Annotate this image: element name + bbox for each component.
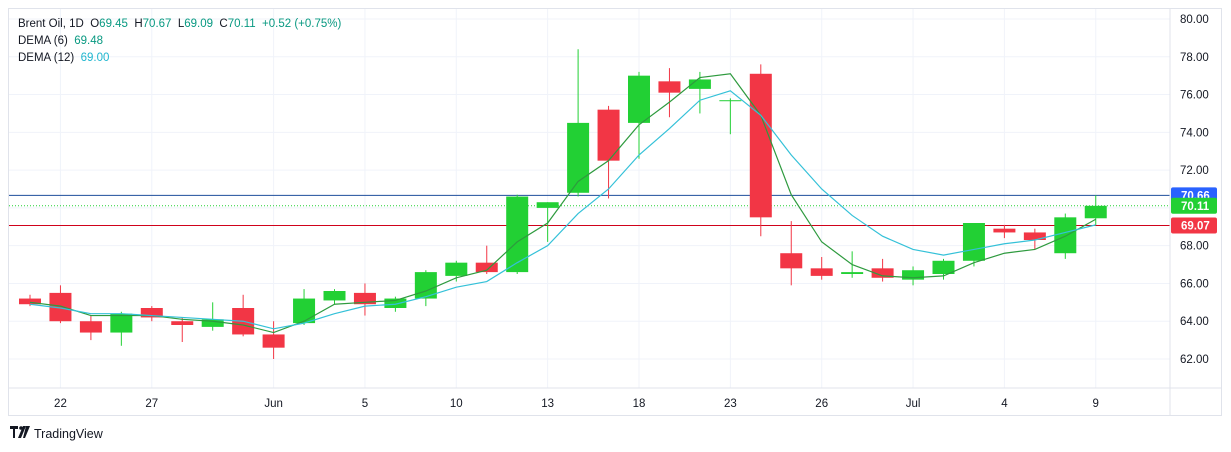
dema12-line [29, 90, 1096, 330]
price-label-box [1171, 197, 1217, 214]
candle-down [49, 292, 72, 322]
y-tick-label: 68.00 [1180, 241, 1209, 253]
dema6-line [29, 73, 1097, 334]
low-label: L [177, 18, 185, 30]
candle-up [414, 272, 437, 299]
candle-up [293, 298, 316, 324]
change-value: +0.52 (+0.75%) [262, 18, 342, 30]
candle-up [445, 262, 468, 276]
high-value: 70.67 [142, 18, 172, 30]
price-label-text: 70.11 [1181, 201, 1210, 213]
x-tick-label: 27 [145, 398, 158, 410]
y-tick-label: 80.00 [1180, 14, 1209, 26]
candle-up [201, 319, 224, 327]
candle-down [810, 268, 833, 276]
x-tick-label: 18 [633, 398, 646, 410]
candle-up [932, 260, 955, 274]
candle-up [384, 298, 407, 308]
x-tick-label: 23 [724, 398, 737, 410]
candle-up [628, 75, 650, 123]
candle-up [110, 313, 133, 333]
candle-up [841, 272, 864, 274]
symbol-label[interactable]: Brent Oil, 1D [18, 18, 84, 30]
x-tick-label: 26 [815, 398, 828, 410]
open-value: 69.45 [99, 18, 128, 30]
candle-down [993, 228, 1016, 233]
y-tick-label: 78.00 [1180, 52, 1209, 64]
y-tick-label: 66.00 [1180, 278, 1209, 290]
dema12-value: 69.00 [80, 52, 110, 64]
x-tick-label: 13 [541, 398, 554, 410]
x-tick-label: Jun [264, 398, 283, 410]
y-tick-label: 74.00 [1180, 127, 1209, 139]
candle-down [597, 109, 620, 161]
dema6-value: 69.48 [74, 35, 104, 47]
price-label-text: 69.07 [1181, 220, 1210, 232]
tradingview-brand-text: TradingView [34, 426, 103, 441]
legend-ohlc-row: Brent Oil, 1D O69.45 H70.67 L69.09 C70.1… [18, 16, 341, 33]
open-label: O [90, 18, 100, 30]
candle-down [353, 292, 376, 305]
candle-down [475, 262, 498, 273]
x-tick-label: 9 [1093, 398, 1099, 410]
legend-dema12-row[interactable]: DEMA (12) 69.00 [18, 50, 341, 67]
candle-up [688, 79, 711, 89]
close-label: C [219, 18, 228, 30]
candle-down [749, 73, 772, 218]
low-value: 69.09 [184, 18, 214, 30]
legend-dema6-row[interactable]: DEMA (6) 69.48 [18, 33, 341, 50]
candle-up [962, 223, 985, 261]
dema6-label: DEMA (6) [18, 35, 68, 47]
y-tick-label: 72.00 [1180, 165, 1209, 177]
close-value: 70.11 [227, 18, 256, 30]
candle-up [506, 196, 529, 273]
candle-down [262, 334, 285, 348]
candle-up [719, 100, 742, 102]
candle-down [658, 81, 681, 93]
candle-up [902, 270, 925, 280]
x-tick-label: 10 [450, 398, 463, 410]
candle-up [1054, 217, 1077, 254]
tradingview-attribution[interactable]: TradingView [10, 426, 103, 441]
candle-down [871, 268, 894, 278]
candle-down [19, 298, 41, 305]
x-tick-label: 5 [362, 398, 368, 410]
axes: 62.0064.0066.0068.0070.0072.0074.0076.00… [9, 9, 1221, 415]
high-label: H [134, 18, 143, 30]
candle-up [323, 291, 346, 301]
candle-down [171, 321, 194, 325]
x-tick-label: Jul [906, 398, 921, 410]
y-tick-label: 64.00 [1180, 316, 1209, 328]
x-tick-label: 22 [54, 398, 67, 410]
candles [19, 49, 1107, 359]
candle-down [780, 253, 803, 269]
candle-down [79, 321, 102, 333]
tradingview-logo-icon [10, 426, 30, 441]
candle-down [140, 308, 163, 318]
candle-up [536, 202, 559, 208]
x-tick-label: 4 [1001, 398, 1008, 410]
candle-up [567, 122, 590, 193]
candle-down [1023, 232, 1046, 240]
chart-legend: Brent Oil, 1D O69.45 H70.67 L69.09 C70.1… [18, 16, 341, 67]
chart-frame [8, 8, 1222, 416]
dema-lines [29, 73, 1097, 334]
dema12-label: DEMA (12) [18, 52, 75, 64]
price-label-box [1171, 217, 1217, 234]
candle-up [1084, 205, 1107, 219]
price-lines [9, 194, 1170, 226]
y-tick-label: 76.00 [1180, 90, 1209, 102]
y-tick-label: 62.00 [1180, 354, 1209, 366]
